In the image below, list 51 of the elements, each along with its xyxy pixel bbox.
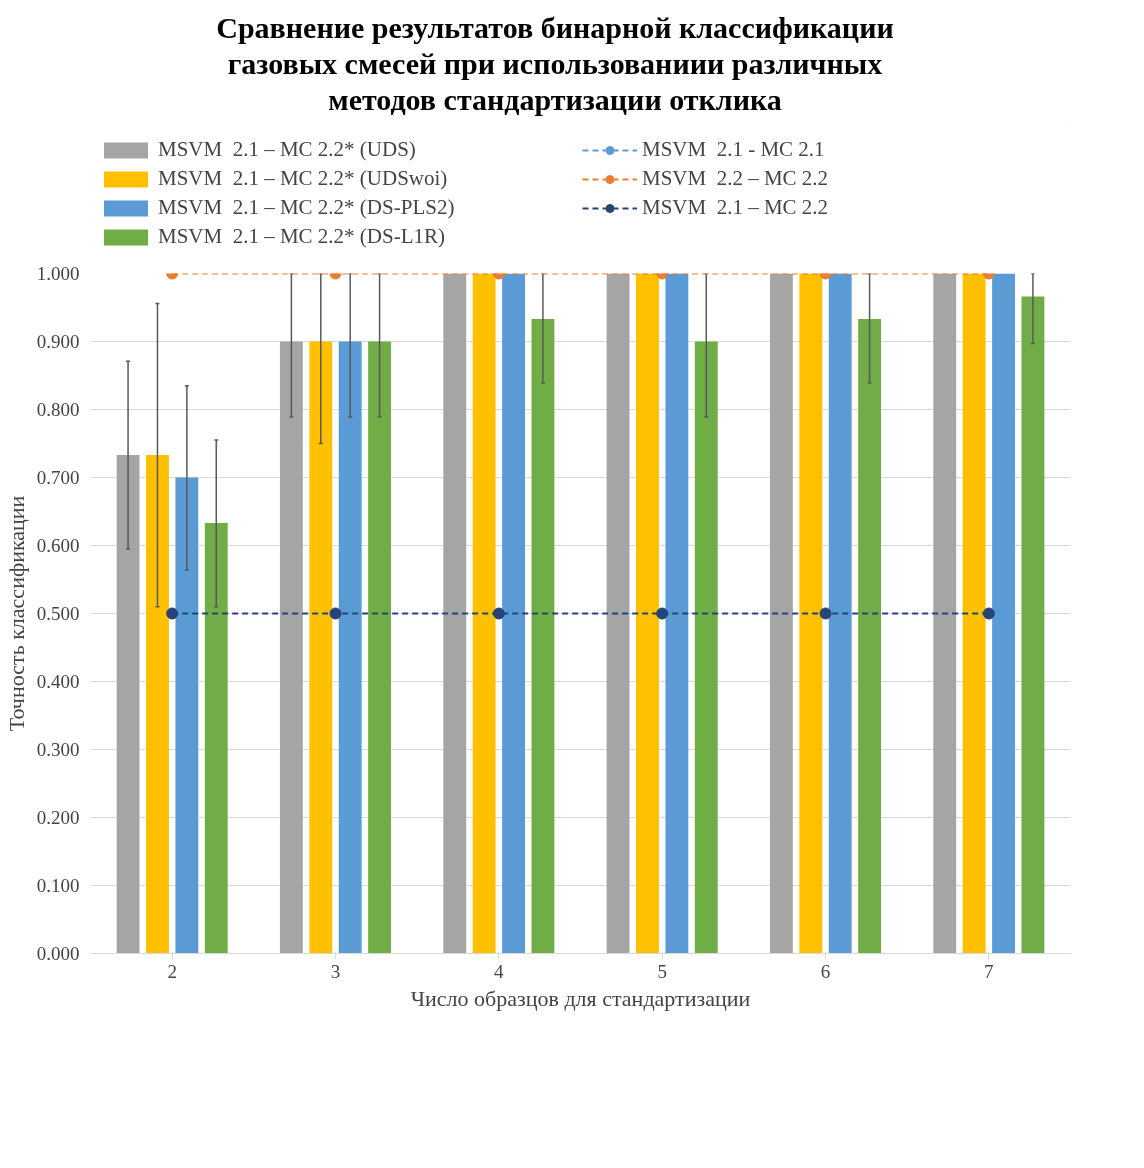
legend-label: MSVM 2.1 – MC 2.2* (DS-L1R) [158,224,447,249]
legend-label: MSVM 2.1 – MC 2.2* (UDSwoi) [158,166,449,191]
bar [606,273,630,954]
legend-label: MSVM 2.2 – MC 2.2 [642,166,830,191]
x-tick-label: 2 [167,960,177,982]
bar [443,273,467,954]
bar [368,341,392,954]
bar [858,319,882,954]
bar [116,455,140,954]
bar [279,341,303,954]
bar [636,273,659,954]
x-tick-label: 6 [820,960,831,982]
y-tick-label: 0.000 [36,943,80,964]
bar [799,273,823,954]
legend-label: MSVM 2.1 – MC 2.2* (UDS) [158,137,417,162]
bar [828,273,852,954]
bar [694,341,718,954]
y-tick-label: 0.600 [36,535,80,556]
x-tick-label: 7 [984,960,994,982]
bar [146,455,169,954]
bar [933,273,957,954]
x-tick-label: 5 [657,960,667,982]
bar [665,273,689,954]
y-tick-label: 0.200 [36,807,80,828]
bar [962,273,986,954]
y-tick-label: 0.900 [36,331,80,352]
bar [992,273,1015,954]
legend-label: MSVM 2.1 – MC 2.2 [642,195,830,220]
y-tick-label: 0.700 [36,467,80,488]
legend-label: MSVM 2.1 – MC 2.2* (DS-PLS2) [158,195,456,220]
y-tick-label: 0.100 [36,875,80,896]
bar [1021,296,1045,954]
bar [309,341,333,954]
y-axis-title: Точность классификации [3,495,29,732]
y-tick-label: 1.000 [36,263,80,284]
x-tick-label: 4 [494,960,505,982]
chart-title: Сравнение результатов бинарной классификации газовых смесей при использованиии различных методов стандартизации отклика [216,10,894,118]
bar [531,319,555,954]
bar [175,477,199,954]
y-tick-label: 0.800 [36,399,80,420]
bar [472,273,496,954]
bar [338,341,362,954]
x-tick-label: 3 [330,960,341,982]
x-axis-title: Число образцов для стандартизации [410,985,751,1011]
legend-label: MSVM 2.1 - MC 2.1 [642,137,826,162]
bar [502,273,525,954]
y-tick-label: 0.300 [36,739,80,760]
y-tick-label: 0.500 [36,603,80,624]
bar [769,273,793,954]
y-tick-label: 0.400 [36,671,80,692]
bar [204,523,228,954]
